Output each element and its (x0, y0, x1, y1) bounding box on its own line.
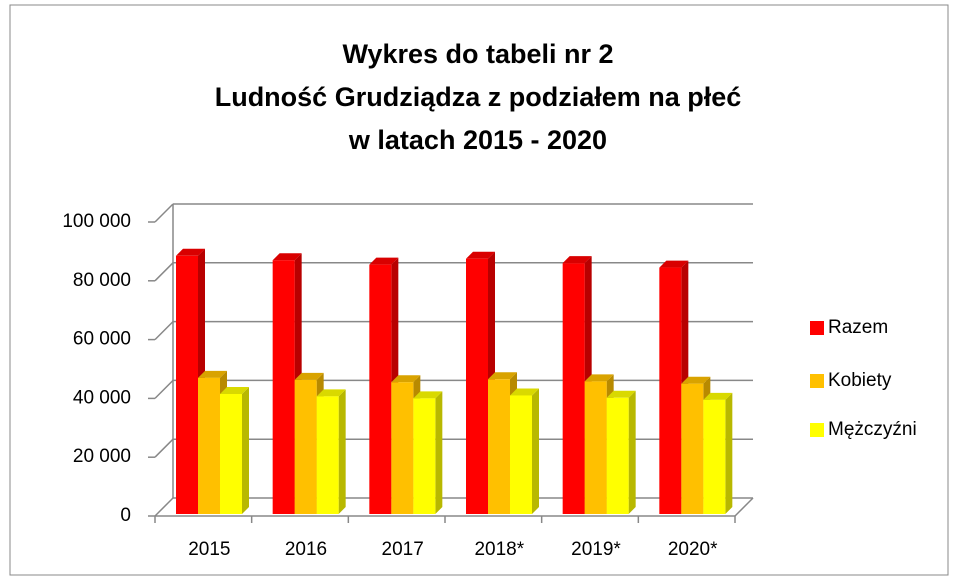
legend-swatch (810, 374, 824, 388)
axis (734, 497, 754, 517)
bar-top (510, 388, 539, 396)
x-tick-label: 2018* (474, 539, 524, 560)
bar (369, 264, 392, 514)
bar-top (466, 251, 495, 259)
y-tick-label: 100 000 (62, 211, 131, 232)
bar (681, 383, 704, 514)
chart-title: Ludność Grudziądza z podziałem na płeć (215, 82, 742, 112)
bar (272, 260, 295, 514)
bar-top (316, 389, 346, 397)
bar-top (681, 376, 711, 384)
bar-side (532, 388, 539, 514)
bar (294, 379, 317, 514)
bar-side (628, 390, 636, 514)
bar-top (584, 374, 614, 382)
grid-line (154, 203, 174, 223)
grid-line (154, 262, 174, 282)
grid-line (154, 321, 174, 341)
bar-top (369, 257, 399, 265)
bar (703, 399, 726, 514)
y-tick-label: 0 (120, 505, 131, 526)
grid-line (154, 438, 174, 458)
bar (659, 267, 682, 514)
chart-title: w latach 2015 - 2020 (348, 125, 607, 155)
bar (606, 397, 629, 514)
y-tick-label: 60 000 (73, 329, 131, 350)
bar (176, 255, 198, 514)
bar-top (198, 370, 227, 378)
y-tick-label: 20 000 (73, 446, 131, 467)
legend-label: Razem (828, 317, 888, 338)
bar-top (294, 372, 324, 380)
chart-title: Wykres do tabeli nr 2 (342, 39, 613, 69)
bar-top (413, 391, 443, 399)
bar (391, 382, 414, 514)
bar (413, 398, 436, 514)
y-tick-label: 40 000 (73, 387, 131, 408)
bar-top (703, 392, 733, 400)
x-tick-label: 2015 (188, 539, 230, 560)
bar-top (562, 256, 592, 264)
bar-side (725, 392, 733, 514)
bar-top (220, 386, 249, 394)
bar (510, 395, 532, 514)
legend-swatch (810, 423, 824, 437)
legend-label: Kobiety (828, 370, 892, 391)
bar (316, 396, 339, 514)
x-tick-label: 2020* (668, 539, 718, 560)
bar (584, 381, 607, 514)
bar (488, 379, 510, 514)
legend-swatch (810, 321, 824, 335)
bar-top (176, 248, 205, 256)
x-tick-label: 2019* (571, 539, 621, 560)
y-tick-label: 80 000 (73, 270, 131, 291)
x-tick-label: 2016 (285, 539, 327, 560)
bar-top (272, 253, 302, 261)
bar-side (435, 391, 443, 514)
grid-line (154, 379, 174, 399)
bar (198, 377, 220, 514)
bar-side (242, 386, 249, 514)
bar-top (488, 372, 517, 380)
bar (562, 263, 585, 514)
bar-side (338, 389, 346, 514)
legend-label: Mężczyźni (828, 419, 917, 440)
bar-top (606, 390, 636, 398)
x-tick-label: 2017 (382, 539, 424, 560)
bar-top (391, 375, 421, 383)
grid-line (154, 497, 174, 517)
bar (220, 393, 242, 514)
bar (466, 258, 488, 514)
bar-top (659, 260, 689, 268)
